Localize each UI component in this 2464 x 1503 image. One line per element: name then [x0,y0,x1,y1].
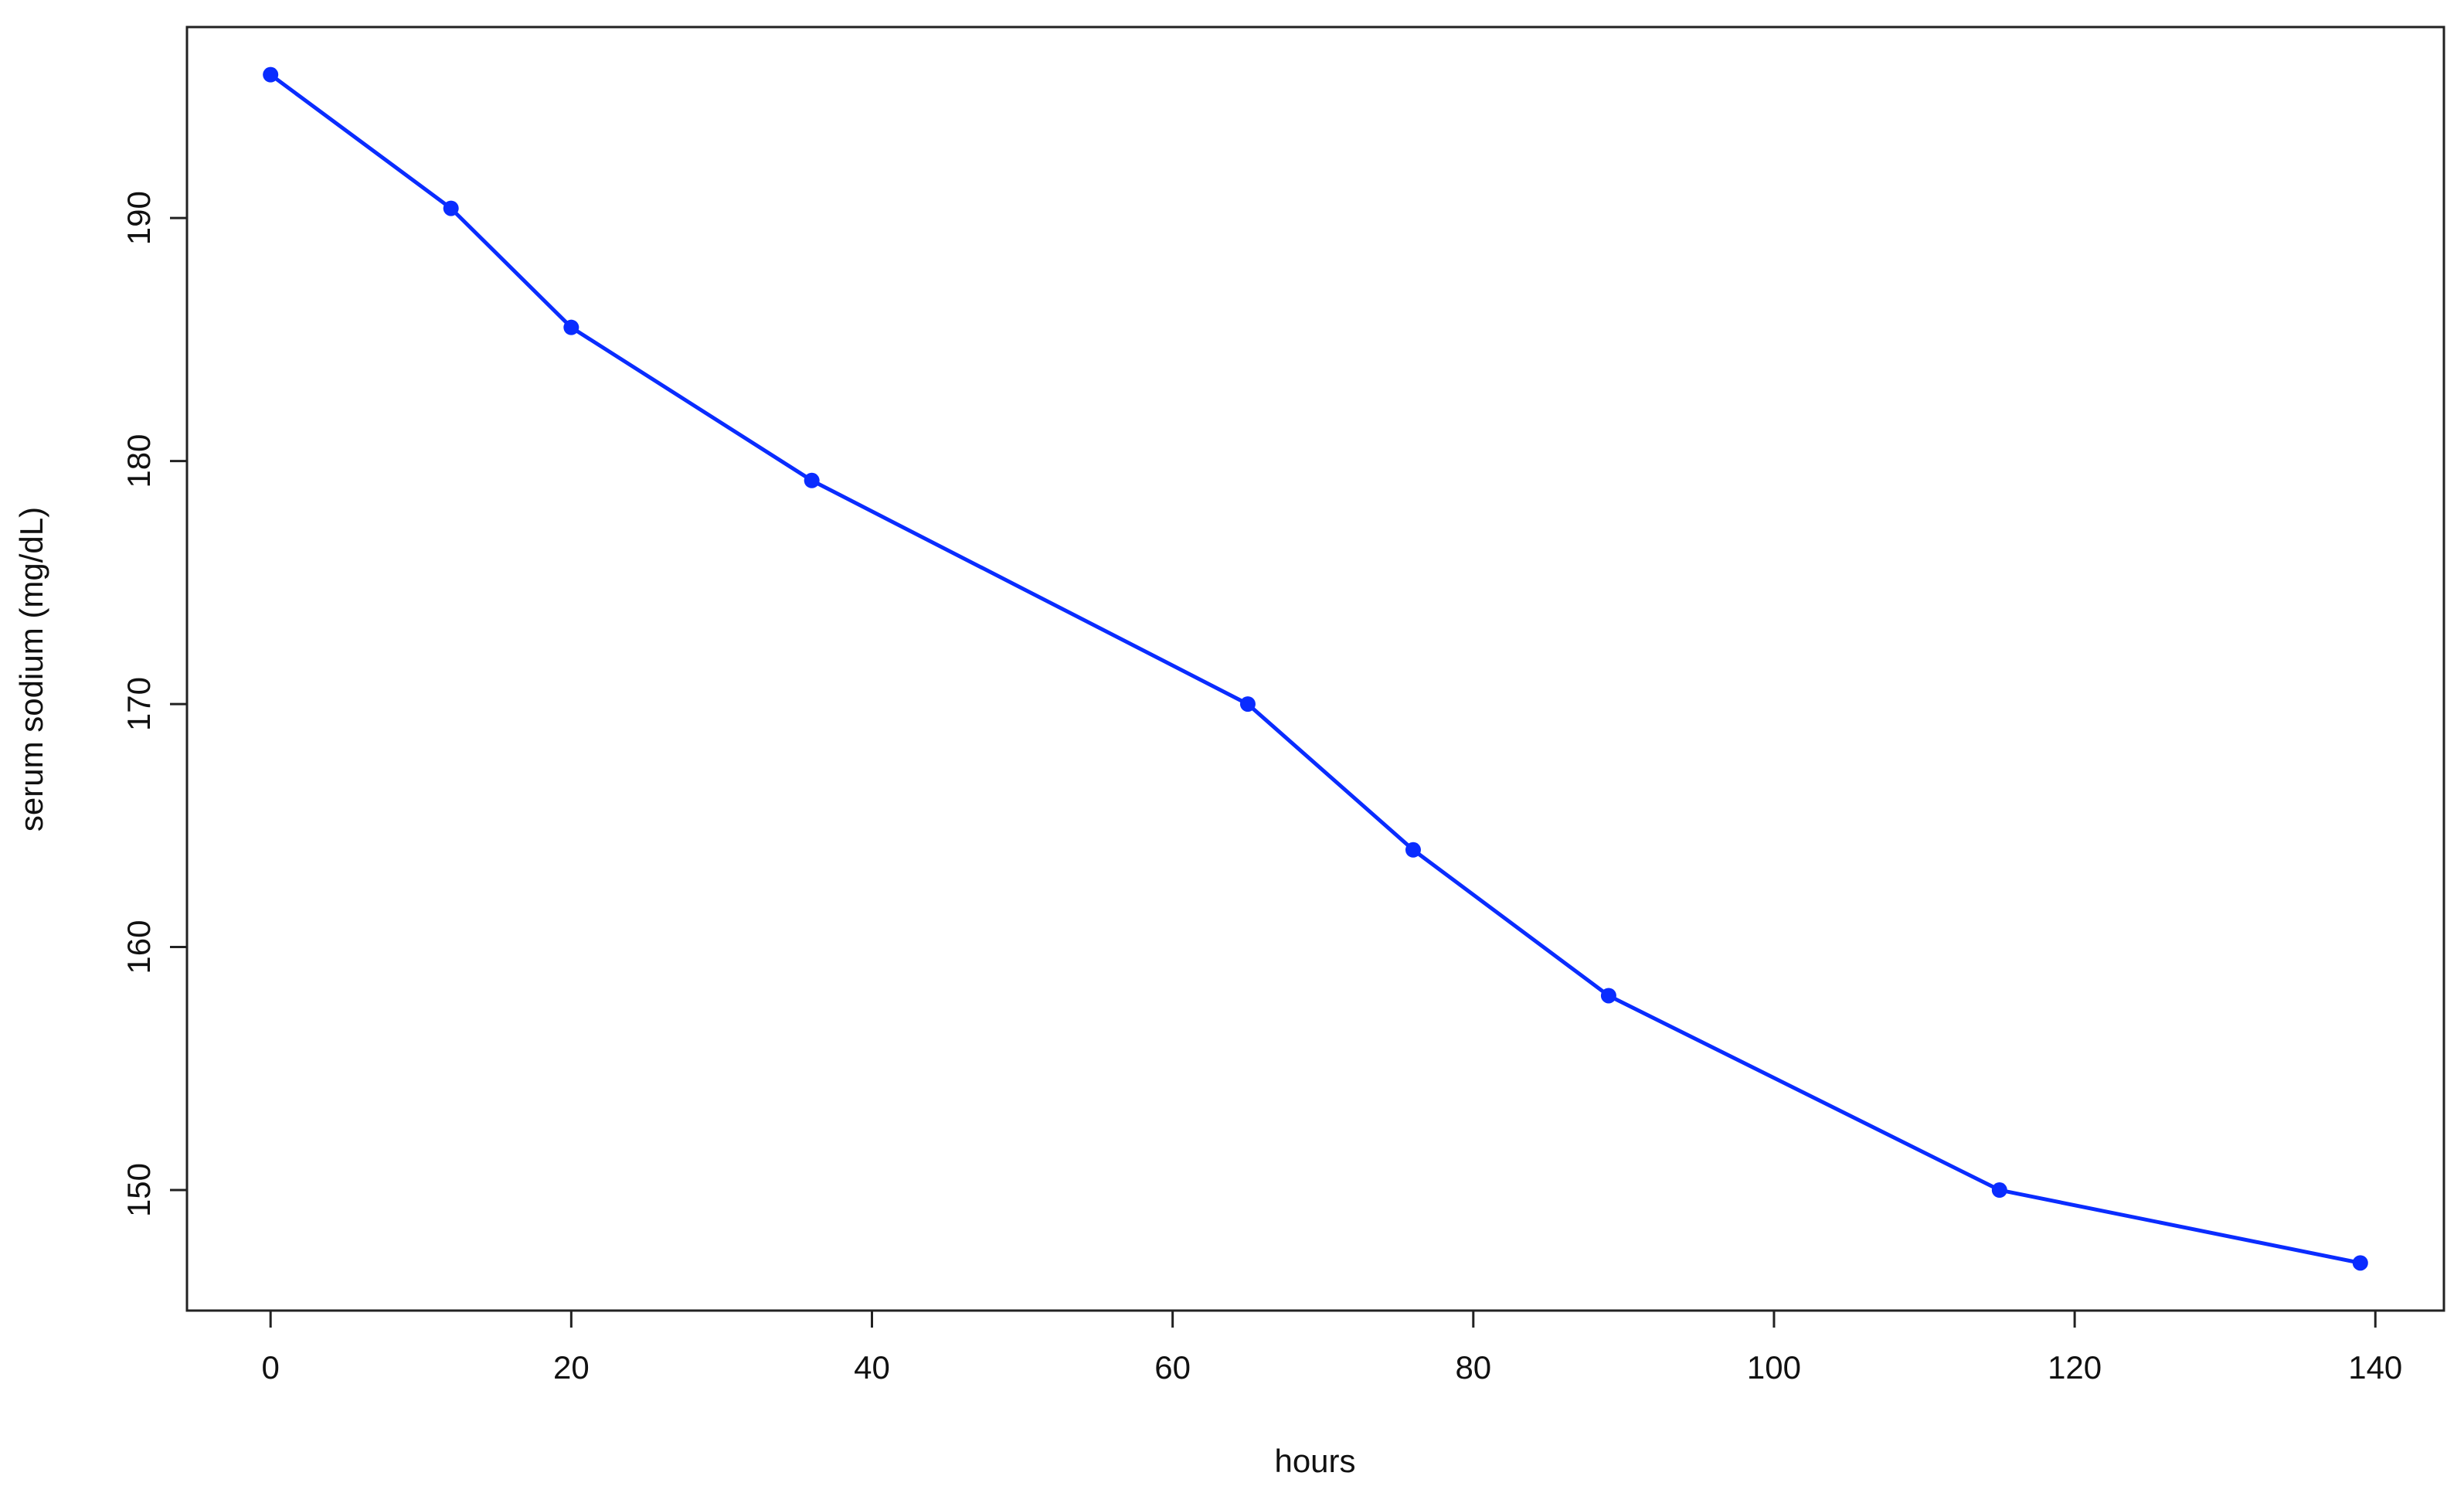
point [1991,1182,2007,1199]
point [804,472,820,488]
x-tick-label: 20 [553,1349,590,1386]
x-axis-label: hours [1274,1443,1355,1479]
y-tick-label: 190 [121,191,157,245]
x-tick-label: 80 [1455,1349,1491,1386]
point [563,319,579,335]
line [269,73,2361,1265]
y-tick-label: 180 [121,434,157,488]
x-tick-label: 140 [2348,1349,2402,1386]
plot-frame [185,26,2445,1312]
x-tick-label: 0 [262,1349,280,1386]
y-axis-label: serum sodium (mg/dL) [13,507,49,831]
point [1405,842,1421,858]
y-tick-label: 150 [121,1163,157,1217]
y-tick-label: 170 [121,677,157,731]
point [1600,988,1616,1004]
y-tick-label: 160 [121,920,157,974]
point [2352,1255,2368,1271]
point [443,200,459,216]
point [263,66,279,83]
x-tick-label: 60 [1154,1349,1191,1386]
point [1239,696,1256,712]
x-tick-label: 40 [854,1349,890,1386]
x-tick-label: 120 [2048,1349,2102,1386]
x-tick-label: 100 [1747,1349,1801,1386]
